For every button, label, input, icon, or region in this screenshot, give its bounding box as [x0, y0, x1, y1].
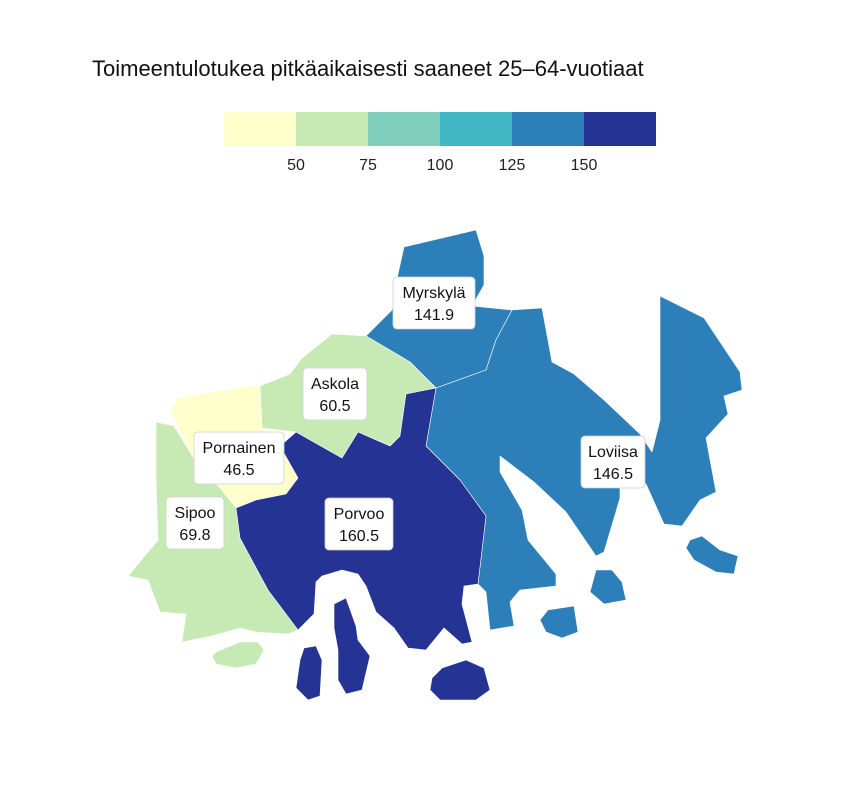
legend-swatch-4	[512, 112, 584, 146]
callout-pornainen: Pornainen 46.5	[193, 431, 285, 485]
callout-askola: Askola 60.5	[302, 367, 368, 421]
callout-myrskyla: Myrskylä 141.9	[392, 276, 476, 330]
callout-porvoo: Porvoo 160.5	[324, 497, 394, 551]
legend-swatch-2	[368, 112, 440, 146]
region-loviisa-island[interactable]	[539, 605, 579, 639]
callout-loviisa: Loviisa 146.5	[580, 435, 646, 489]
region-porvoo-island[interactable]	[429, 659, 491, 701]
region-name-sipoo: Sipoo	[175, 505, 216, 522]
legend-swatch-0	[224, 112, 296, 146]
callouts: Myrskylä 141.9 Askola 60.5 Pornainen 46.…	[165, 276, 646, 551]
legend-swatch-3	[440, 112, 512, 146]
region-sipoo-island[interactable]	[211, 641, 265, 669]
legend: 50 75 100 125 150	[224, 112, 656, 174]
region-name-myrskyla: Myrskylä	[402, 285, 465, 302]
region-porvoo-island[interactable]	[333, 597, 371, 695]
region-loviisa-island[interactable]	[685, 535, 739, 575]
region-value-pornainen: 46.5	[223, 462, 254, 479]
legend-tick-2: 100	[427, 157, 454, 174]
region-value-askola: 60.5	[319, 398, 350, 415]
legend-tick-0: 50	[287, 157, 305, 174]
region-name-askola: Askola	[311, 376, 359, 393]
region-name-pornainen: Pornainen	[203, 440, 276, 457]
legend-tick-1: 75	[359, 157, 377, 174]
region-loviisa-island[interactable]	[589, 569, 627, 605]
region-value-porvoo: 160.5	[339, 528, 379, 545]
region-name-porvoo: Porvoo	[334, 506, 385, 523]
legend-swatch-5	[584, 112, 656, 146]
region-value-loviisa: 146.5	[593, 466, 633, 483]
region-value-sipoo: 69.8	[179, 527, 210, 544]
legend-tick-3: 125	[499, 157, 526, 174]
legend-swatch-1	[296, 112, 368, 146]
region-porvoo-island[interactable]	[295, 645, 323, 701]
map-title: Toimeentulotukea pitkäaikaisesti saaneet…	[92, 56, 644, 81]
callout-sipoo: Sipoo 69.8	[165, 496, 225, 550]
region-value-myrskyla: 141.9	[414, 307, 454, 324]
region-name-loviisa: Loviisa	[588, 444, 638, 461]
legend-tick-4: 150	[571, 157, 598, 174]
